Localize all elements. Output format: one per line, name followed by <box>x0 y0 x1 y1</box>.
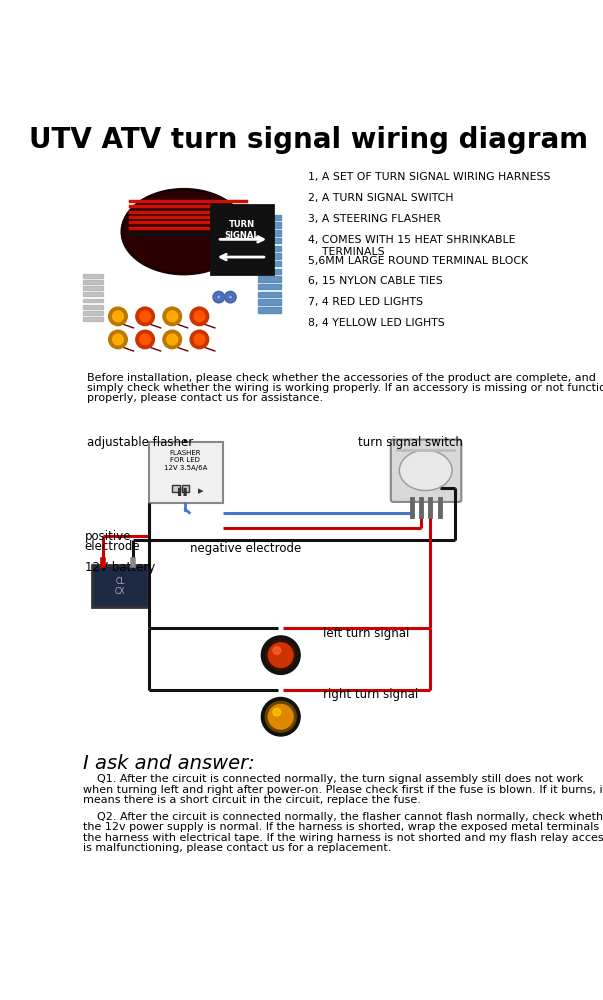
Circle shape <box>163 330 182 349</box>
FancyBboxPatch shape <box>211 205 273 274</box>
Circle shape <box>265 701 296 732</box>
Text: Q1. After the circuit is connected normally, the turn signal assembly still does: Q1. After the circuit is connected norma… <box>83 774 584 784</box>
Bar <box>83 286 103 290</box>
Text: turn signal switch: turn signal switch <box>358 436 463 449</box>
Bar <box>83 317 103 321</box>
Text: properly, please contact us for assistance.: properly, please contact us for assistan… <box>87 393 323 403</box>
Bar <box>257 215 281 220</box>
Bar <box>257 261 281 266</box>
Circle shape <box>163 307 182 326</box>
Circle shape <box>265 640 296 671</box>
Bar <box>257 292 281 297</box>
Bar <box>257 269 281 274</box>
Bar <box>182 485 189 492</box>
Circle shape <box>228 295 233 299</box>
Text: right turn signal: right turn signal <box>323 688 418 701</box>
Text: 1, A SET OF TURN SIGNAL WIRING HARNESS: 1, A SET OF TURN SIGNAL WIRING HARNESS <box>308 172 551 182</box>
Text: 5,6MM LARGE ROUND TERMINAL BLOCK: 5,6MM LARGE ROUND TERMINAL BLOCK <box>308 256 528 266</box>
Bar <box>92 565 148 607</box>
Bar <box>83 280 103 284</box>
Text: TURN
SIGNAL: TURN SIGNAL <box>225 220 259 239</box>
Bar <box>172 485 180 492</box>
Text: negative electrode: negative electrode <box>190 542 302 555</box>
Bar <box>257 230 281 235</box>
Text: adjustable flasher: adjustable flasher <box>87 436 193 449</box>
Text: 2, A TURN SIGNAL SWITCH: 2, A TURN SIGNAL SWITCH <box>308 193 453 203</box>
Circle shape <box>273 708 281 716</box>
Bar <box>257 299 281 305</box>
Text: 7, 4 RED LED LIGHTS: 7, 4 RED LED LIGHTS <box>308 297 423 307</box>
FancyBboxPatch shape <box>391 440 461 502</box>
Text: I ask and answer:: I ask and answer: <box>83 754 255 773</box>
Text: ▌▌: ▌▌ <box>177 487 191 496</box>
Bar <box>257 276 281 282</box>
Circle shape <box>213 292 224 302</box>
Bar <box>257 284 281 289</box>
Text: the 12v power supply is normal. If the harness is shorted, wrap the exposed meta: the 12v power supply is normal. If the h… <box>83 822 603 832</box>
Circle shape <box>140 334 151 345</box>
Circle shape <box>167 334 178 345</box>
Text: positive: positive <box>84 530 131 543</box>
Circle shape <box>113 334 124 345</box>
Text: Q2. After the circuit is connected normally, the flasher cannot flash normally, : Q2. After the circuit is connected norma… <box>83 812 603 822</box>
Circle shape <box>261 698 300 736</box>
Text: Before installation, please check whether the accessories of the product are com: Before installation, please check whethe… <box>87 373 596 383</box>
Text: means there is a short circuit in the circuit, replace the fuse.: means there is a short circuit in the ci… <box>83 795 421 805</box>
Bar <box>83 274 103 278</box>
Text: 8, 4 YELLOW LED LIGHTS: 8, 4 YELLOW LED LIGHTS <box>308 318 444 328</box>
Circle shape <box>140 311 151 322</box>
Circle shape <box>273 647 281 654</box>
Bar <box>257 253 281 259</box>
Text: 3, A STEERING FLASHER: 3, A STEERING FLASHER <box>308 214 441 224</box>
Text: left turn signal: left turn signal <box>323 627 410 640</box>
Circle shape <box>190 330 209 349</box>
Circle shape <box>216 295 221 299</box>
Bar <box>83 311 103 315</box>
Text: CL
CX: CL CX <box>115 577 125 596</box>
Circle shape <box>109 330 127 349</box>
Circle shape <box>194 334 205 345</box>
Circle shape <box>136 330 154 349</box>
Bar <box>83 299 103 302</box>
Circle shape <box>194 311 205 322</box>
Bar <box>257 238 281 243</box>
Text: 6, 15 NYLON CABLE TIES: 6, 15 NYLON CABLE TIES <box>308 276 443 286</box>
Text: is malfunctioning, please contact us for a replacement.: is malfunctioning, please contact us for… <box>83 843 391 853</box>
Ellipse shape <box>399 450 452 491</box>
Text: 12V battery: 12V battery <box>84 561 155 574</box>
Circle shape <box>190 307 209 326</box>
Bar <box>257 307 281 312</box>
Circle shape <box>109 307 127 326</box>
Text: FLASHER
FOR LED
12V 3.5A/6A: FLASHER FOR LED 12V 3.5A/6A <box>164 450 207 471</box>
Text: the harness with electrical tape. If the wiring harness is not shorted and my fl: the harness with electrical tape. If the… <box>83 833 603 843</box>
Text: simply check whether the wiring is working properly. If an accessory is missing : simply check whether the wiring is worki… <box>87 383 603 393</box>
Circle shape <box>136 307 154 326</box>
Circle shape <box>113 311 124 322</box>
Circle shape <box>225 292 236 302</box>
Bar <box>83 305 103 309</box>
Text: 4, COMES WITH 15 HEAT SHRINKABLE
    TERMINALS: 4, COMES WITH 15 HEAT SHRINKABLE TERMINA… <box>308 235 516 257</box>
Text: electrode: electrode <box>84 540 140 553</box>
Ellipse shape <box>122 189 246 274</box>
Circle shape <box>268 704 293 729</box>
Circle shape <box>167 311 178 322</box>
Circle shape <box>261 636 300 674</box>
Bar <box>257 246 281 251</box>
Circle shape <box>268 643 293 667</box>
Text: when turning left and right after power-on. Please check first if the fuse is bl: when turning left and right after power-… <box>83 785 603 795</box>
Bar <box>83 292 103 296</box>
Text: ▸: ▸ <box>198 487 204 497</box>
Text: UTV ATV turn signal wiring diagram: UTV ATV turn signal wiring diagram <box>29 126 588 154</box>
Bar <box>257 222 281 228</box>
Bar <box>149 442 223 503</box>
